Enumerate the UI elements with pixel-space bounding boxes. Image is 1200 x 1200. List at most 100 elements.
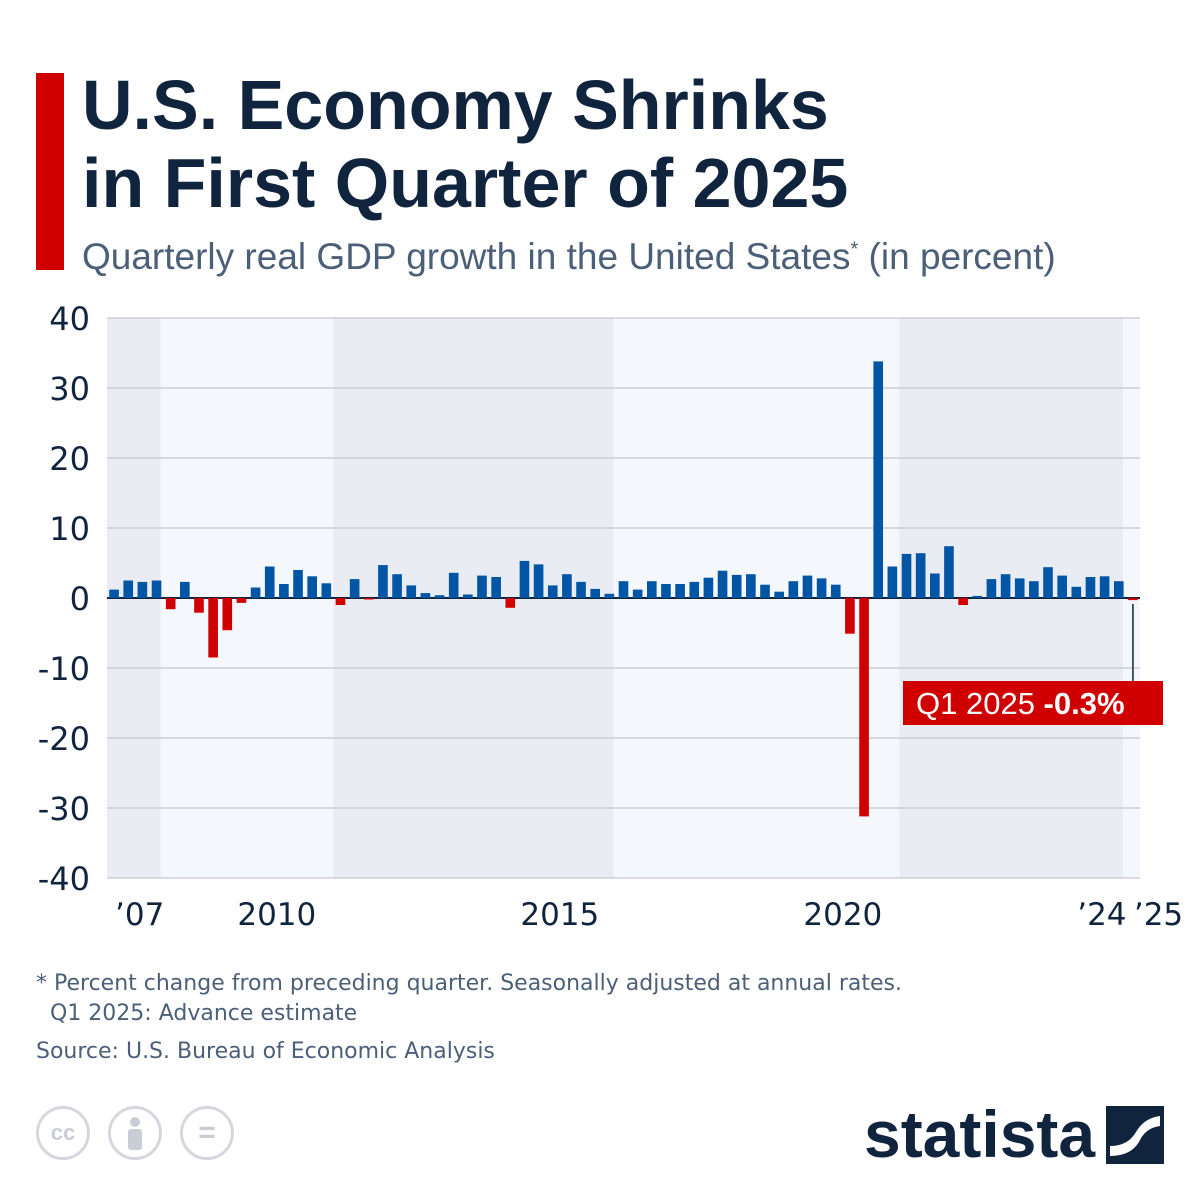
- gdp-bar: [972, 595, 983, 598]
- gdp-bar: [1113, 581, 1124, 598]
- gdp-bar: [731, 574, 742, 598]
- gdp-bar: [816, 578, 827, 598]
- gdp-bar: [1128, 598, 1138, 601]
- subtitle-footnote-mark: *: [850, 238, 859, 261]
- title-accent-bar: [36, 73, 64, 270]
- no-derivatives-icon[interactable]: =: [180, 1106, 234, 1160]
- gdp-bar: [915, 553, 926, 598]
- gdp-bar: [1057, 575, 1067, 598]
- gdp-bar: [986, 579, 997, 598]
- gdp-bar: [406, 585, 417, 598]
- y-tick-label: 30: [49, 370, 90, 408]
- gdp-bar: [109, 589, 119, 598]
- annotation-value: -0.3%: [1044, 686, 1125, 721]
- gdp-bar: [760, 584, 770, 598]
- gdp-bar: [307, 576, 317, 598]
- x-tick-label: ’07: [115, 897, 164, 933]
- gdp-bar: [180, 581, 190, 598]
- gdp-bar: [604, 593, 615, 598]
- gdp-bar: [845, 598, 855, 634]
- x-tick-label: ’24: [1077, 897, 1126, 933]
- gdp-bar: [618, 581, 629, 598]
- gdp-bar: [279, 584, 289, 598]
- gdp-bar: [646, 581, 657, 598]
- statista-logo-mark-icon: [1106, 1106, 1164, 1164]
- y-tick-label: 0: [70, 580, 90, 618]
- annotation-box: [903, 681, 1163, 725]
- footnote-line-2: Q1 2025: Advance estimate: [50, 1001, 358, 1026]
- gdp-bar: [1071, 586, 1082, 598]
- gdp-bar: [222, 598, 233, 631]
- gdp-bar: [137, 581, 148, 598]
- gdp-bar: [533, 564, 544, 598]
- gdp-bar: [859, 598, 869, 817]
- gdp-bar: [746, 574, 756, 598]
- gdp-bar: [717, 570, 728, 598]
- statista-logo[interactable]: statista: [864, 1097, 1096, 1171]
- gdp-bar: [830, 584, 841, 598]
- gdp-bar: [1085, 577, 1096, 598]
- gdp-bar: [632, 589, 643, 598]
- gdp-bar: [463, 594, 473, 598]
- y-tick-label: -30: [38, 790, 90, 828]
- gdp-bar: [123, 580, 134, 598]
- footnote-line-1: * Percent change from preceding quarter.…: [36, 971, 902, 996]
- gdp-bar: [1014, 578, 1025, 598]
- annotation-label: Q1 2025 -0.3%: [916, 686, 1125, 721]
- gdp-bar: [505, 598, 516, 608]
- gdp-bar: [958, 598, 968, 605]
- y-tick-label: 20: [49, 440, 90, 478]
- gdp-bar: [420, 593, 431, 598]
- gdp-bar: [448, 572, 459, 598]
- chart-subtitle: Quarterly real GDP growth in the United …: [82, 236, 1056, 278]
- y-tick-label: 40: [49, 300, 90, 338]
- gdp-bar: [165, 598, 176, 610]
- gdp-bar: [378, 565, 388, 598]
- gdp-bar: [802, 575, 813, 598]
- cc-icon[interactable]: cc: [36, 1106, 90, 1160]
- gdp-bar: [703, 577, 714, 598]
- gdp-bar: [293, 570, 303, 598]
- y-tick-label: -20: [38, 720, 90, 758]
- gdp-bar: [519, 560, 530, 598]
- gdp-bar: [930, 573, 940, 598]
- chart-title: U.S. Economy Shrinks in First Quarter of…: [82, 66, 849, 222]
- gdp-bar: [788, 581, 799, 598]
- gdp-bar: [689, 581, 700, 598]
- attribution-icon[interactable]: [108, 1106, 162, 1160]
- annotation-period: Q1 2025: [916, 686, 1044, 721]
- gdp-bar: [434, 595, 445, 598]
- gdp-bar: [321, 583, 332, 598]
- gdp-bar: [250, 587, 261, 598]
- gdp-bar: [1043, 567, 1053, 598]
- subtitle-unit: (in percent): [868, 236, 1056, 277]
- gdp-bar: [944, 546, 954, 598]
- x-tick-label: 2010: [237, 897, 316, 933]
- gdp-bar: [335, 598, 346, 605]
- gdp-bar: [1000, 574, 1011, 598]
- gdp-bar: [774, 591, 784, 598]
- gdp-bar: [562, 574, 572, 598]
- y-tick-label: -40: [38, 860, 90, 898]
- gdp-bar: [208, 598, 218, 658]
- gdp-bar: [873, 361, 884, 598]
- gdp-bar: [887, 566, 898, 598]
- gdp-bar: [901, 553, 912, 598]
- gdp-bar: [194, 598, 204, 613]
- gdp-bar: [576, 581, 586, 598]
- subtitle-text: Quarterly real GDP growth in the United …: [82, 236, 851, 277]
- gdp-bar: [392, 574, 402, 598]
- gdp-bar: [477, 575, 487, 598]
- gdp-bar: [151, 580, 162, 598]
- gdp-bar: [236, 598, 247, 603]
- x-tick-label: 2020: [803, 897, 882, 933]
- gdp-bar: [363, 598, 374, 600]
- gdp-bar: [491, 577, 501, 598]
- gdp-bar: [349, 579, 360, 598]
- person-glyph: [128, 1117, 142, 1150]
- y-tick-label: -10: [38, 650, 90, 688]
- gdp-bar: [675, 584, 685, 598]
- source-note: Source: U.S. Bureau of Economic Analysis: [36, 1039, 495, 1064]
- gdp-bar: [1029, 581, 1039, 598]
